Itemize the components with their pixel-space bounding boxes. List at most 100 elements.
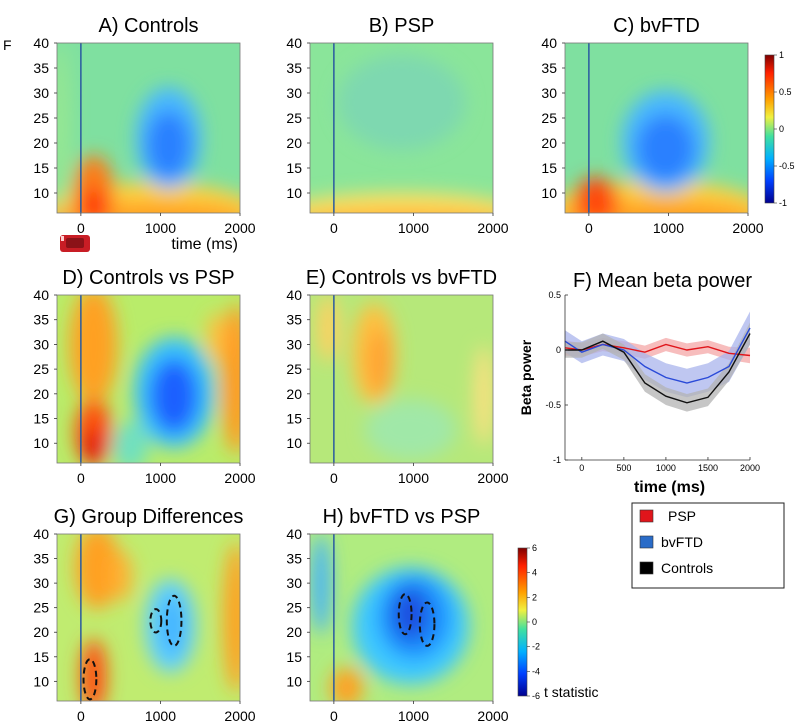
heatmap-region [574, 177, 619, 213]
heatmap-region [146, 111, 191, 179]
y-tick-label: 40 [541, 35, 557, 51]
legend-label: Controls [661, 560, 713, 576]
x-axis-label: time (ms) [171, 236, 238, 253]
figure-letter: F [3, 37, 12, 53]
x-tick-label: 0 [579, 463, 584, 473]
y-tick-label: 15 [33, 160, 49, 176]
error-band-bvftd [565, 311, 750, 398]
heatmap-region [82, 429, 105, 463]
x-tick-label: 2000 [224, 470, 255, 486]
x-tick-label: 0 [330, 708, 338, 722]
series-line-psp [564, 343, 751, 357]
colorbar-t: 6 4 2 0 -2 -4 -6 [517, 543, 540, 701]
colorbar-tick-label: 2 [532, 592, 537, 602]
x-tick-label: 1500 [698, 463, 718, 473]
y-tick-label: 30 [33, 85, 49, 101]
car-icon [60, 235, 90, 252]
y-tick-label: 10 [286, 185, 302, 201]
plot-frame [309, 294, 494, 464]
heatmap-region [75, 534, 120, 610]
y-tick-label: 40 [286, 35, 302, 51]
y-tick-label: 40 [33, 35, 49, 51]
legend-swatch-controls [639, 561, 654, 575]
y-tick-label: 15 [286, 411, 302, 427]
x-tick-label: 1000 [653, 220, 684, 236]
y-tick-label: 25 [33, 600, 49, 616]
y-tick-label: 10 [33, 435, 49, 451]
y-tick-label: 30 [286, 85, 302, 101]
panel-d: D) Controls vs PSP 40 35 30 25 20 15 10 0 1000 200… [33, 267, 255, 486]
x-tick-label: 0 [585, 220, 593, 236]
y-tick-label: 35 [286, 60, 302, 76]
significance-cluster [165, 594, 183, 647]
y-tick-label: 25 [286, 361, 302, 377]
heatmap-region [368, 328, 391, 396]
y-tick-label: 40 [286, 287, 302, 303]
colorbar-gradient [517, 547, 528, 697]
significance-cluster [397, 593, 413, 636]
colorbar-tick-label: 0 [779, 124, 784, 134]
panel-title: G) Group Differences [54, 506, 244, 528]
x-tick-label: 2000 [740, 463, 760, 473]
y-tick-label: 25 [541, 110, 557, 126]
y-tick-label: 20 [33, 386, 49, 402]
plot-frame [564, 42, 749, 214]
legend-swatch-bvftd [639, 535, 654, 549]
panel-title: C) bvFTD [613, 15, 700, 37]
panel-g: G) Group Differences 40 35 30 25 20 15 10 0 1000 2… [33, 506, 255, 722]
y-tick-label: 10 [33, 185, 49, 201]
plot-frame [309, 42, 494, 214]
panel-title: E) Controls vs bvFTD [306, 267, 497, 289]
x-tick-label: 2000 [224, 220, 255, 236]
y-tick-label: 35 [286, 551, 302, 567]
y-tick-label: 35 [33, 551, 49, 567]
x-tick-label: 1000 [398, 470, 429, 486]
y-tick-label: 20 [541, 135, 557, 151]
significance-cluster [418, 601, 436, 647]
colorbar-tick-label: -0.5 [779, 161, 795, 171]
y-tick-label: 30 [286, 575, 302, 591]
y-axis-label: Beta power [518, 339, 534, 415]
y-tick-label: 20 [286, 135, 302, 151]
y-tick-label: 35 [286, 312, 302, 328]
y-tick-label: 40 [33, 287, 49, 303]
heatmap-region [80, 639, 107, 701]
x-tick-label: 1000 [398, 708, 429, 722]
y-tick-label: 25 [286, 600, 302, 616]
y-tick-label: 35 [33, 60, 49, 76]
panel-title: B) PSP [369, 15, 435, 37]
colorbar-tick-label: -6 [532, 691, 540, 701]
colorbar-power: 1 0.5 0 -0.5 -1 [764, 50, 795, 208]
x-tick-label: 1000 [398, 220, 429, 236]
x-tick-label: 0 [330, 470, 338, 486]
colorbar-tick-label: 1 [779, 50, 784, 60]
x-tick-label: 2000 [224, 708, 255, 722]
y-tick-label: 10 [33, 673, 49, 689]
heatmap-region [150, 358, 198, 433]
panel-f: F) Mean beta power 0.5 0 -0.5 -1 0 500 1000 1500… [518, 270, 760, 496]
heatmap-region [310, 192, 493, 213]
x-tick-label: 500 [616, 463, 631, 473]
heatmap-region [69, 295, 118, 405]
heatmap-region [57, 43, 70, 213]
x-tick-label: 0 [77, 470, 85, 486]
y-tick-label: 30 [541, 85, 557, 101]
heatmap-region [110, 550, 133, 601]
significance-cluster [149, 608, 163, 634]
y-tick-label: 10 [541, 185, 557, 201]
x-tick-label: 2000 [477, 220, 508, 236]
x-axis-label: time (ms) [634, 479, 705, 496]
significance-cluster [82, 658, 98, 701]
y-tick-label: 35 [33, 312, 49, 328]
series-line-controls [565, 333, 751, 404]
y-tick-label: 25 [286, 110, 302, 126]
panel-title: D) Controls vs PSP [62, 267, 234, 289]
legend-label: PSP [668, 508, 696, 524]
panel-c: C) bvFTD 40 35 30 25 20 15 10 0 1000 2000 [541, 15, 763, 236]
plot-frame [56, 533, 241, 702]
heatmap-region [311, 534, 331, 635]
x-tick-label: 1000 [145, 470, 176, 486]
heatmap-region [319, 209, 484, 213]
